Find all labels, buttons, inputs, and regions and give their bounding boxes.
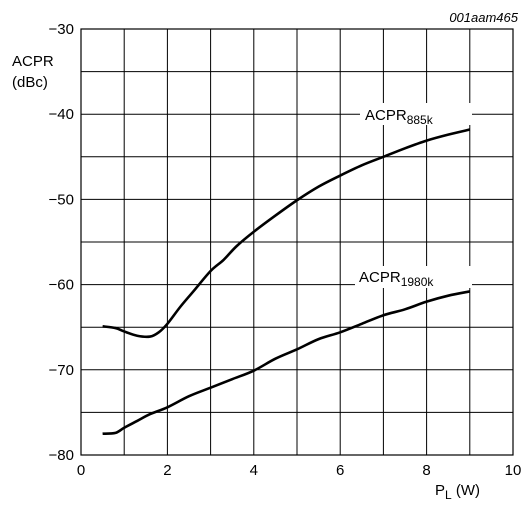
figure-id: 001aam465 bbox=[449, 10, 518, 25]
y-tick-label: −30 bbox=[49, 21, 74, 38]
series-label-1980k-bg bbox=[355, 266, 472, 288]
y-tick-label: −70 bbox=[49, 362, 74, 379]
plot-frame bbox=[80, 28, 514, 456]
x-tick-label: 0 bbox=[77, 462, 85, 479]
grid bbox=[81, 29, 513, 455]
series-line-885k bbox=[102, 128, 471, 339]
x-tick-label: 10 bbox=[505, 462, 522, 479]
series-label-885k: ACPR885k bbox=[365, 107, 434, 127]
series-line-1980k bbox=[102, 290, 471, 435]
series-label-885k-bg bbox=[360, 103, 472, 125]
y-tick-label: −60 bbox=[49, 277, 74, 294]
y-tick-label: −80 bbox=[49, 447, 74, 464]
x-axis-label: PL (W) bbox=[435, 482, 480, 502]
x-tick-label: 6 bbox=[336, 462, 344, 479]
series-group bbox=[102, 128, 471, 435]
y-axis-label-line2: (dBc) bbox=[12, 74, 48, 91]
y-axis-label-line1: ACPR bbox=[12, 53, 54, 70]
y-tick-label: −40 bbox=[49, 106, 74, 123]
series-label-1980k: ACPR1980k bbox=[359, 269, 434, 289]
x-tick-label: 2 bbox=[163, 462, 171, 479]
tick-labels: 0 2 4 6 8 10 −80 −70 −60 −50 −40 −30 bbox=[49, 21, 522, 479]
x-tick-label: 4 bbox=[250, 462, 258, 479]
y-tick-label: −50 bbox=[49, 191, 74, 208]
x-tick-label: 8 bbox=[422, 462, 430, 479]
